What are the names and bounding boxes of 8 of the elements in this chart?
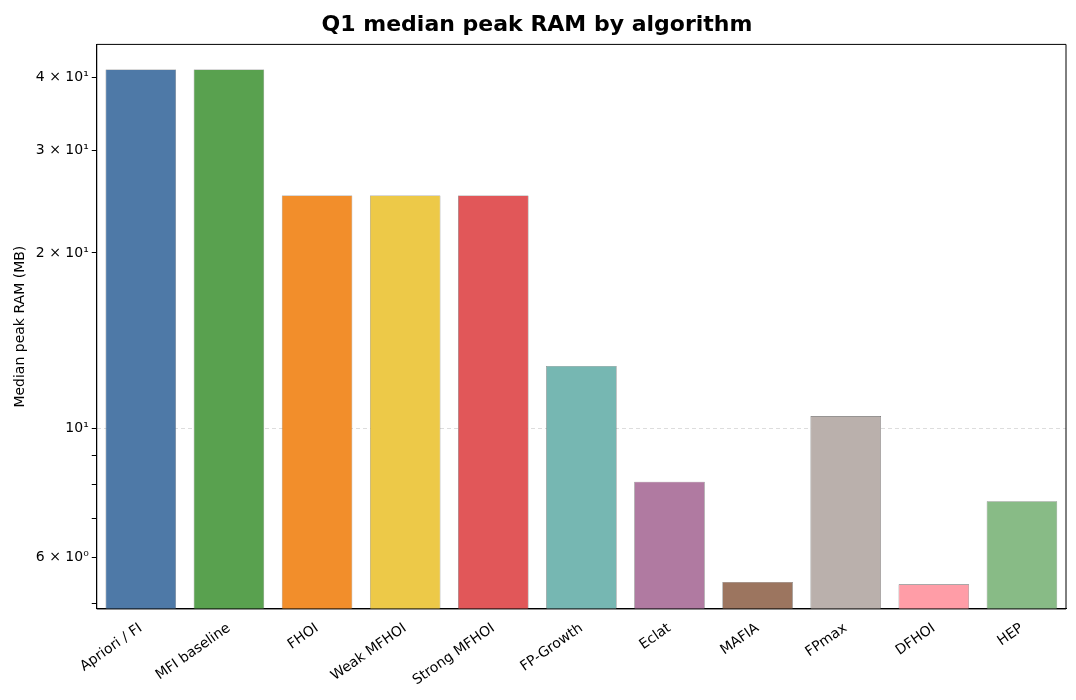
y-axis-title: Median peak RAM (MB) (11, 245, 28, 408)
y-tick-label: 10¹ (65, 419, 89, 436)
y-tick-label: 6 × 10⁰ (35, 548, 90, 565)
y-tick-label: 3 × 10¹ (35, 141, 89, 158)
y-tick-label: 4 × 10¹ (35, 68, 89, 85)
y-tick-label: 2 × 10¹ (35, 243, 89, 260)
chart-title: Q1 median peak RAM by algorithm (321, 10, 753, 36)
x-tick-label: HEP (993, 619, 1026, 649)
